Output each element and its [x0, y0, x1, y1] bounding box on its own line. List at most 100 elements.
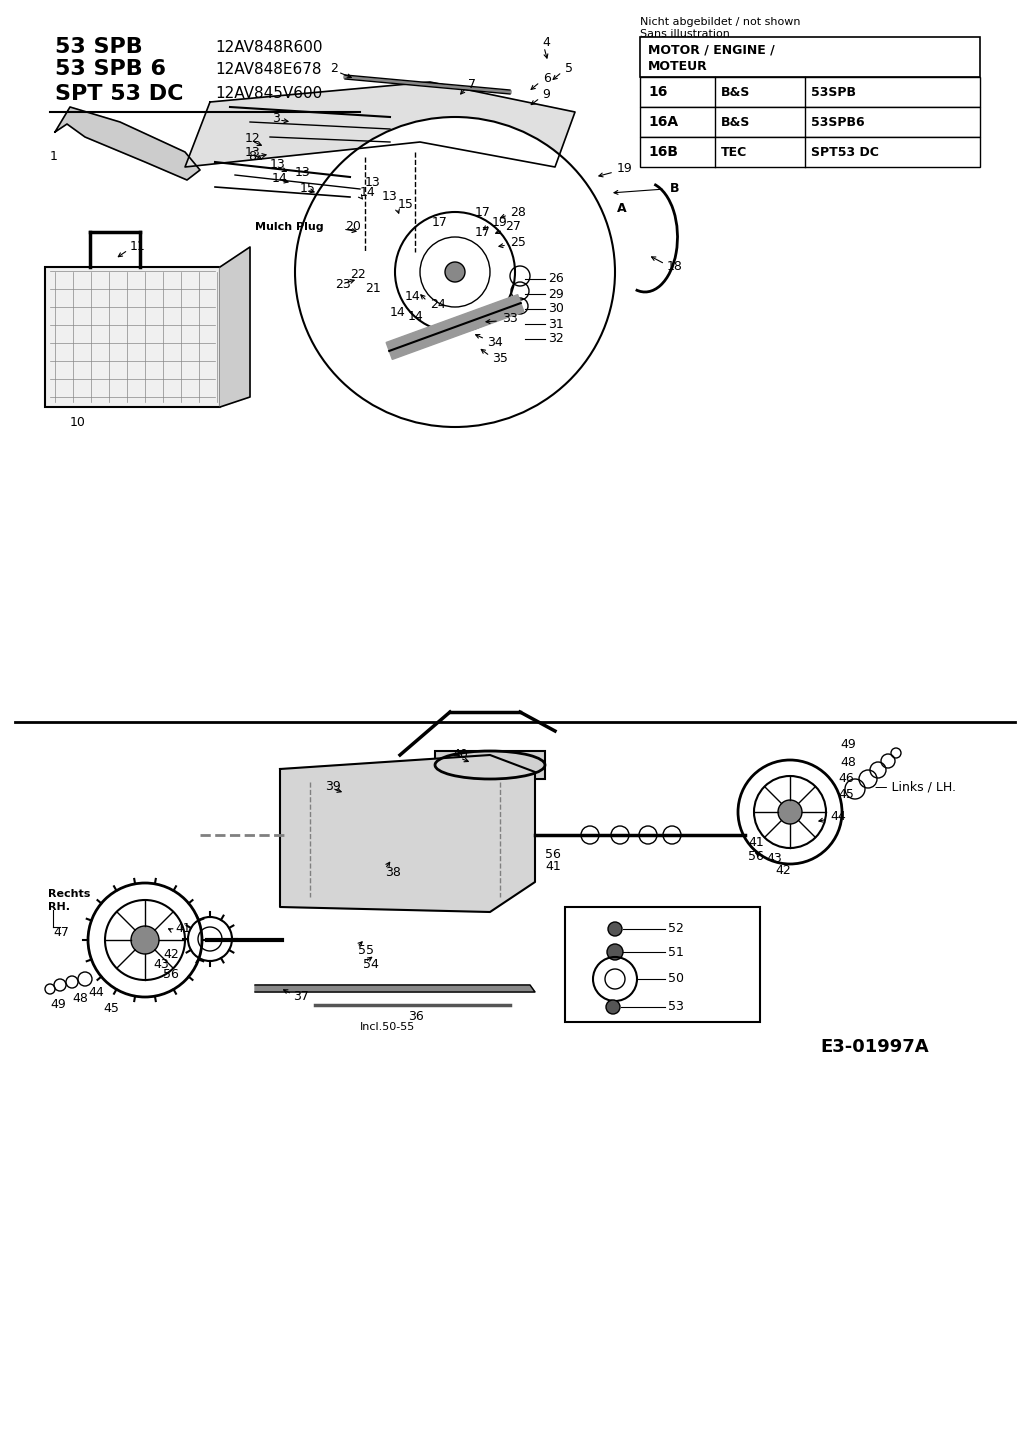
Bar	[640, 37, 980, 78]
Text: E3-01997A: E3-01997A	[820, 1038, 929, 1056]
Text: 22: 22	[350, 267, 365, 280]
Polygon shape	[220, 247, 250, 407]
Text: 16B: 16B	[648, 145, 678, 160]
Text: 46: 46	[838, 773, 853, 786]
Bar	[45, 267, 220, 407]
Text: 32: 32	[548, 332, 563, 345]
Text: 34: 34	[487, 335, 503, 349]
Polygon shape	[280, 754, 535, 912]
Text: 56: 56	[748, 851, 764, 864]
Text: TEC: TEC	[721, 145, 747, 158]
Text: 45: 45	[103, 1003, 119, 1016]
Circle shape	[778, 800, 802, 823]
Polygon shape	[386, 295, 524, 359]
Text: 53 SPB 6: 53 SPB 6	[55, 59, 166, 79]
Text: 15: 15	[300, 182, 316, 195]
Polygon shape	[55, 106, 200, 180]
Text: RH.: RH.	[49, 902, 70, 912]
Text: B&S: B&S	[721, 85, 750, 99]
Text: 52: 52	[668, 923, 684, 935]
Circle shape	[607, 944, 623, 960]
Text: 49: 49	[50, 999, 66, 1012]
Text: Mulch Plug: Mulch Plug	[255, 221, 324, 231]
Bar	[436, 752, 545, 779]
Circle shape	[445, 262, 465, 282]
Text: 56: 56	[163, 969, 179, 981]
Text: SPT 53 DC: SPT 53 DC	[55, 83, 184, 103]
Text: 41: 41	[545, 861, 560, 874]
Text: 10: 10	[70, 415, 86, 428]
Text: A: A	[617, 203, 626, 216]
Text: 19: 19	[492, 216, 508, 228]
Text: 39: 39	[325, 780, 341, 793]
Text: 53: 53	[668, 1000, 684, 1013]
Text: 53 SPB: 53 SPB	[55, 37, 142, 57]
Text: SPT53 DC: SPT53 DC	[811, 145, 879, 158]
Text: 48: 48	[72, 993, 88, 1006]
Circle shape	[606, 1000, 620, 1015]
Text: 28: 28	[510, 205, 526, 218]
Text: 1: 1	[50, 151, 58, 164]
Text: B: B	[670, 182, 679, 195]
Text: 47: 47	[53, 925, 69, 938]
Text: 12: 12	[245, 132, 261, 145]
Text: 43: 43	[153, 958, 169, 971]
Text: 42: 42	[775, 865, 791, 878]
Text: 7: 7	[467, 79, 476, 92]
Text: 48: 48	[840, 756, 856, 769]
Text: 14: 14	[272, 172, 288, 185]
Text: 44: 44	[88, 986, 104, 999]
Text: 19: 19	[617, 162, 633, 175]
Text: 27: 27	[505, 220, 521, 233]
Text: 14: 14	[360, 187, 376, 200]
Text: 3: 3	[272, 112, 280, 125]
Text: 13: 13	[295, 167, 311, 180]
Text: 30: 30	[548, 303, 563, 316]
Text: 29: 29	[548, 287, 563, 300]
Text: Sans illustration: Sans illustration	[640, 29, 730, 39]
Text: Nicht abgebildet / not shown: Nicht abgebildet / not shown	[640, 17, 801, 27]
Text: 49: 49	[840, 739, 856, 752]
Bar	[640, 137, 980, 167]
Text: 56: 56	[545, 848, 560, 862]
Text: 31: 31	[548, 318, 563, 331]
Bar	[640, 78, 980, 106]
Text: 21: 21	[365, 283, 381, 296]
Bar	[640, 106, 980, 137]
Text: 26: 26	[548, 273, 563, 286]
Text: 51: 51	[668, 946, 684, 958]
Text: 43: 43	[766, 852, 782, 865]
Text: 8: 8	[248, 151, 256, 164]
Text: 44: 44	[830, 810, 846, 823]
Polygon shape	[185, 82, 575, 167]
Text: 42: 42	[163, 948, 179, 961]
Text: 23: 23	[335, 277, 351, 290]
Text: 15: 15	[398, 198, 414, 211]
Text: 5: 5	[565, 62, 573, 76]
Text: 14: 14	[390, 306, 406, 319]
Text: 14: 14	[405, 290, 421, 303]
Text: MOTEUR: MOTEUR	[648, 59, 708, 72]
Text: 35: 35	[492, 352, 508, 365]
Text: 4: 4	[542, 36, 550, 49]
Bar	[565, 907, 760, 1022]
Text: 40: 40	[452, 749, 467, 762]
Text: 13: 13	[270, 158, 286, 171]
Text: 9: 9	[542, 89, 550, 102]
Text: 53SPB6: 53SPB6	[811, 115, 865, 128]
Text: 6: 6	[543, 72, 551, 85]
Text: 13: 13	[245, 145, 261, 158]
Text: 36: 36	[408, 1010, 424, 1023]
Text: 20: 20	[345, 220, 361, 233]
Text: 41: 41	[175, 923, 191, 935]
Text: 14: 14	[408, 310, 424, 323]
Text: 17: 17	[475, 205, 491, 218]
Text: 16: 16	[648, 85, 668, 99]
Text: 17: 17	[432, 216, 448, 228]
Text: 13: 13	[382, 191, 397, 204]
Ellipse shape	[295, 116, 615, 427]
Text: 12AV848E678: 12AV848E678	[215, 62, 322, 76]
Text: 41: 41	[748, 836, 764, 849]
Text: 17: 17	[475, 226, 491, 239]
Text: 45: 45	[838, 789, 853, 802]
